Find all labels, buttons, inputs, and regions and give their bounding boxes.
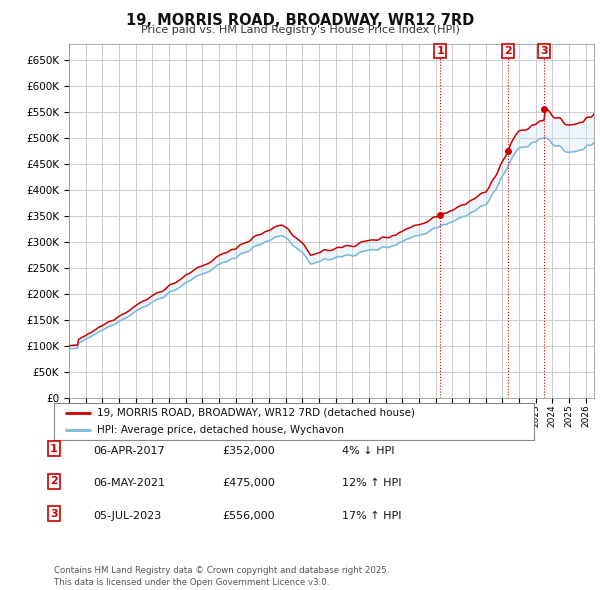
Text: 19, MORRIS ROAD, BROADWAY, WR12 7RD (detached house): 19, MORRIS ROAD, BROADWAY, WR12 7RD (det… — [97, 408, 415, 418]
Text: 06-MAY-2021: 06-MAY-2021 — [93, 478, 165, 489]
Text: Price paid vs. HM Land Registry's House Price Index (HPI): Price paid vs. HM Land Registry's House … — [140, 25, 460, 35]
Text: 1: 1 — [50, 444, 58, 454]
Text: 06-APR-2017: 06-APR-2017 — [93, 446, 164, 456]
Text: 4% ↓ HPI: 4% ↓ HPI — [342, 446, 395, 456]
Text: £352,000: £352,000 — [222, 446, 275, 456]
Text: 3: 3 — [50, 509, 58, 519]
Text: 17% ↑ HPI: 17% ↑ HPI — [342, 511, 401, 521]
Text: 19, MORRIS ROAD, BROADWAY, WR12 7RD: 19, MORRIS ROAD, BROADWAY, WR12 7RD — [126, 13, 474, 28]
Text: 2: 2 — [504, 46, 512, 56]
Text: 1: 1 — [436, 46, 444, 56]
Text: £556,000: £556,000 — [222, 511, 275, 521]
Text: 2: 2 — [50, 476, 58, 486]
Text: £475,000: £475,000 — [222, 478, 275, 489]
Text: 12% ↑ HPI: 12% ↑ HPI — [342, 478, 401, 489]
Text: HPI: Average price, detached house, Wychavon: HPI: Average price, detached house, Wych… — [97, 425, 344, 435]
Text: 3: 3 — [541, 46, 548, 56]
Text: 05-JUL-2023: 05-JUL-2023 — [93, 511, 161, 521]
Text: Contains HM Land Registry data © Crown copyright and database right 2025.
This d: Contains HM Land Registry data © Crown c… — [54, 566, 389, 587]
